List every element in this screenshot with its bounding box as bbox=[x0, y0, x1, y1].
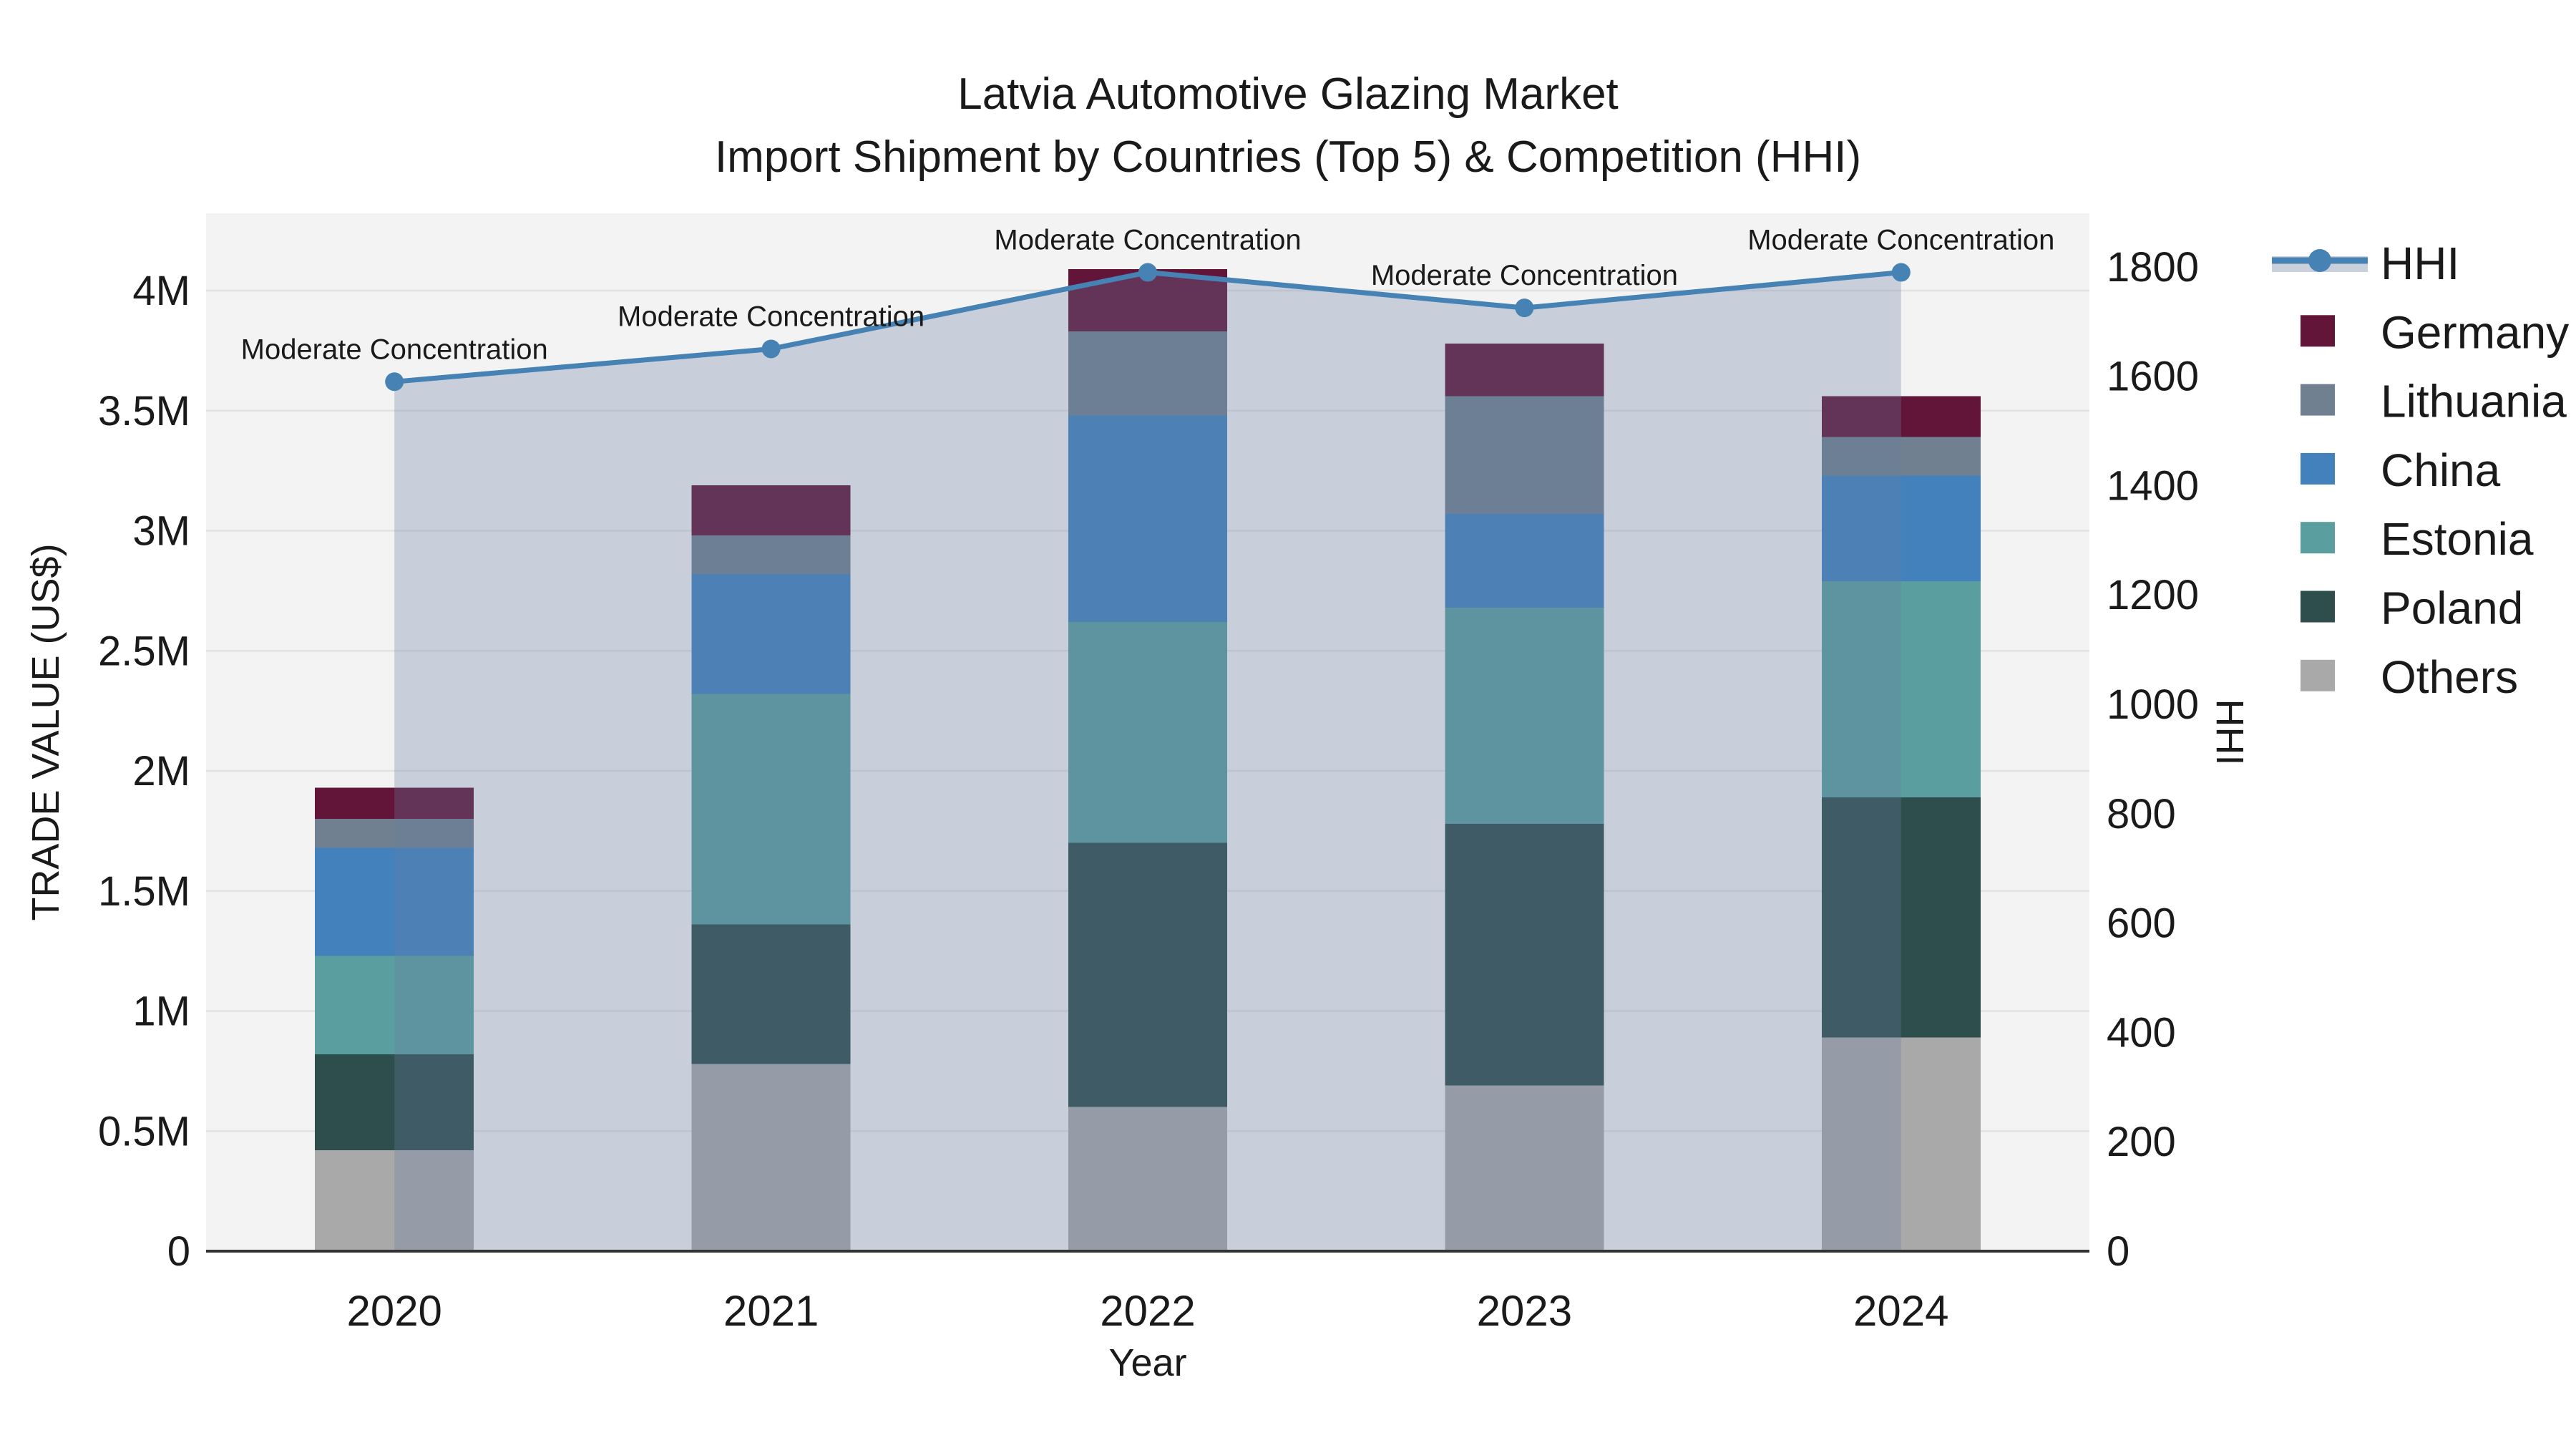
hhi-marker-2023[interactable] bbox=[1515, 298, 1534, 318]
bar-segment-poland-2022[interactable] bbox=[1068, 842, 1227, 1107]
hhi-marker-2020[interactable] bbox=[385, 372, 404, 392]
y-tick-label: 2M bbox=[132, 748, 190, 794]
legend-label: Others bbox=[2381, 651, 2518, 703]
hhi-marker-2022[interactable] bbox=[1138, 263, 1157, 282]
x-tick-label-2021: 2021 bbox=[723, 1287, 819, 1335]
y-tick-label: 1.5M bbox=[98, 868, 190, 915]
bar-segment-lithuania-2024[interactable] bbox=[1821, 437, 1981, 476]
legend-item-poland[interactable]: Poland bbox=[2301, 583, 2523, 634]
y-tick-label: 3M bbox=[132, 508, 190, 555]
bar-segment-estonia-2021[interactable] bbox=[691, 694, 851, 925]
bar-segment-estonia-2023[interactable] bbox=[1445, 607, 1604, 824]
annotations: Moderate Concentration Moderate Concentra… bbox=[241, 225, 2055, 366]
legend-swatch-germany bbox=[2301, 315, 2335, 347]
bar-segment-china-2021[interactable] bbox=[691, 573, 851, 694]
legend-label: Germany bbox=[2381, 306, 2569, 358]
x-tick-label-2020: 2020 bbox=[346, 1287, 441, 1335]
y2-tick-label: 0 bbox=[2107, 1228, 2129, 1275]
y2-tick-label: 800 bbox=[2107, 791, 2176, 837]
bar-segment-lithuania-2023[interactable] bbox=[1445, 396, 1604, 515]
legend-label: China bbox=[2381, 444, 2501, 496]
legend-label: Estonia bbox=[2381, 513, 2534, 565]
legend-swatch-china bbox=[2301, 452, 2335, 485]
bar-segment-germany-2024[interactable] bbox=[1821, 396, 1981, 437]
legend-swatch-lithuania bbox=[2301, 384, 2335, 416]
legend-swatch-others bbox=[2301, 659, 2335, 691]
annotation-2022: Moderate Concentration bbox=[994, 225, 1301, 256]
y-tick-label: 0.5M bbox=[98, 1108, 190, 1155]
bar-segment-estonia-2024[interactable] bbox=[1821, 580, 1981, 797]
legend-item-china[interactable]: China bbox=[2301, 444, 2501, 496]
y2-tick-label: 1800 bbox=[2107, 244, 2199, 291]
annotation-2024: Moderate Concentration bbox=[1747, 225, 2054, 256]
bar-segment-poland-2023[interactable] bbox=[1445, 823, 1604, 1086]
bar-segment-poland-2024[interactable] bbox=[1821, 797, 1981, 1038]
bar-segment-poland-2021[interactable] bbox=[691, 924, 851, 1064]
bar-segment-germany-2023[interactable] bbox=[1445, 343, 1604, 397]
legend-swatch-estonia bbox=[2301, 522, 2335, 554]
bar-segment-others-2024[interactable] bbox=[1821, 1037, 1981, 1251]
y2-tick-label: 1200 bbox=[2107, 572, 2199, 618]
hhi-line-group bbox=[385, 263, 1911, 392]
y-tick-label: 0 bbox=[167, 1228, 190, 1275]
bar-segment-others-2022[interactable] bbox=[1068, 1107, 1227, 1251]
annotation-2021: Moderate Concentration bbox=[618, 301, 924, 332]
legend-item-others[interactable]: Others bbox=[2301, 651, 2518, 703]
legend-item-germany[interactable]: Germany bbox=[2301, 306, 2569, 358]
y2-tick-label: 600 bbox=[2107, 900, 2176, 947]
bar-segment-lithuania-2021[interactable] bbox=[691, 535, 851, 574]
hhi-marker-2024[interactable] bbox=[1891, 263, 1911, 282]
legend-label: HHI bbox=[2381, 238, 2459, 289]
y2-tick-label: 1600 bbox=[2107, 354, 2199, 400]
hhi-legend-marker-icon bbox=[2308, 249, 2331, 272]
bar-segment-germany-2020[interactable] bbox=[315, 787, 474, 820]
hhi-area-fill-group bbox=[394, 272, 1901, 1251]
x-tick-label-2024: 2024 bbox=[1853, 1287, 1948, 1335]
y2-tick-label: 1000 bbox=[2107, 681, 2199, 728]
bar-segment-estonia-2020[interactable] bbox=[315, 956, 474, 1054]
y-axis-title: TRADE VALUE (US$) bbox=[24, 543, 67, 920]
bar-segment-lithuania-2022[interactable] bbox=[1068, 331, 1227, 416]
legend-item-hhi[interactable]: HHI bbox=[2272, 238, 2459, 289]
y-tick-label: 3.5M bbox=[98, 388, 190, 434]
y-tick-label: 2.5M bbox=[98, 628, 190, 674]
x-tick-label-2023: 2023 bbox=[1477, 1287, 1572, 1335]
annotation-2023: Moderate Concentration bbox=[1371, 260, 1678, 291]
y2-tick-label: 200 bbox=[2107, 1119, 2176, 1165]
hhi-marker-2021[interactable] bbox=[761, 339, 781, 359]
y2-tick-label: 400 bbox=[2107, 1009, 2176, 1056]
bar-segment-china-2022[interactable] bbox=[1068, 415, 1227, 623]
chart-title-line2: Import Shipment by Countries (Top 5) & C… bbox=[715, 132, 1861, 182]
bar-segment-poland-2020[interactable] bbox=[315, 1054, 474, 1151]
y-tick-label: 1M bbox=[132, 988, 190, 1035]
bar-segment-estonia-2022[interactable] bbox=[1068, 622, 1227, 843]
x-axis-title: Year bbox=[1108, 1341, 1186, 1384]
bar-segment-china-2023[interactable] bbox=[1445, 514, 1604, 608]
y2-tick-label: 1400 bbox=[2107, 462, 2199, 509]
legend-label: Poland bbox=[2381, 583, 2523, 634]
y-tick-label: 4M bbox=[132, 268, 190, 314]
bar-segment-china-2024[interactable] bbox=[1821, 475, 1981, 581]
bar-segment-others-2023[interactable] bbox=[1445, 1085, 1604, 1251]
stacked-bar-series bbox=[315, 268, 1981, 1251]
legend-swatch-poland bbox=[2301, 591, 2335, 623]
x-tick-label-2022: 2022 bbox=[1100, 1287, 1195, 1335]
x-axis-tick-labels: 2020 2021 2022 2023 2024 bbox=[346, 1287, 1948, 1335]
hhi-area-fill bbox=[394, 272, 1901, 1251]
bar-segment-others-2020[interactable] bbox=[315, 1150, 474, 1251]
annotation-2020: Moderate Concentration bbox=[241, 334, 548, 365]
bar-segment-others-2021[interactable] bbox=[691, 1064, 851, 1251]
y2-axis-tick-labels: 0 200 400 600 800 1000 1200 1400 1600 1800 bbox=[2107, 244, 2199, 1275]
bar-segment-china-2020[interactable] bbox=[315, 847, 474, 956]
chart-title-line1: Latvia Automotive Glazing Market bbox=[957, 69, 1619, 119]
y2-axis-title: HHI bbox=[2208, 699, 2251, 766]
y-axis-tick-labels: 0 0.5M 1M 1.5M 2M 2.5M 3M 3.5M 4M bbox=[98, 268, 190, 1275]
bar-segment-germany-2021[interactable] bbox=[691, 485, 851, 536]
bar-segment-lithuania-2020[interactable] bbox=[315, 819, 474, 848]
legend-label: Lithuania bbox=[2381, 376, 2567, 427]
legend-item-estonia[interactable]: Estonia bbox=[2301, 513, 2534, 565]
legend-item-lithuania[interactable]: Lithuania bbox=[2301, 376, 2567, 427]
legend: HHI Germany Lithuania China Estonia Poland Oth… bbox=[2272, 238, 2569, 703]
